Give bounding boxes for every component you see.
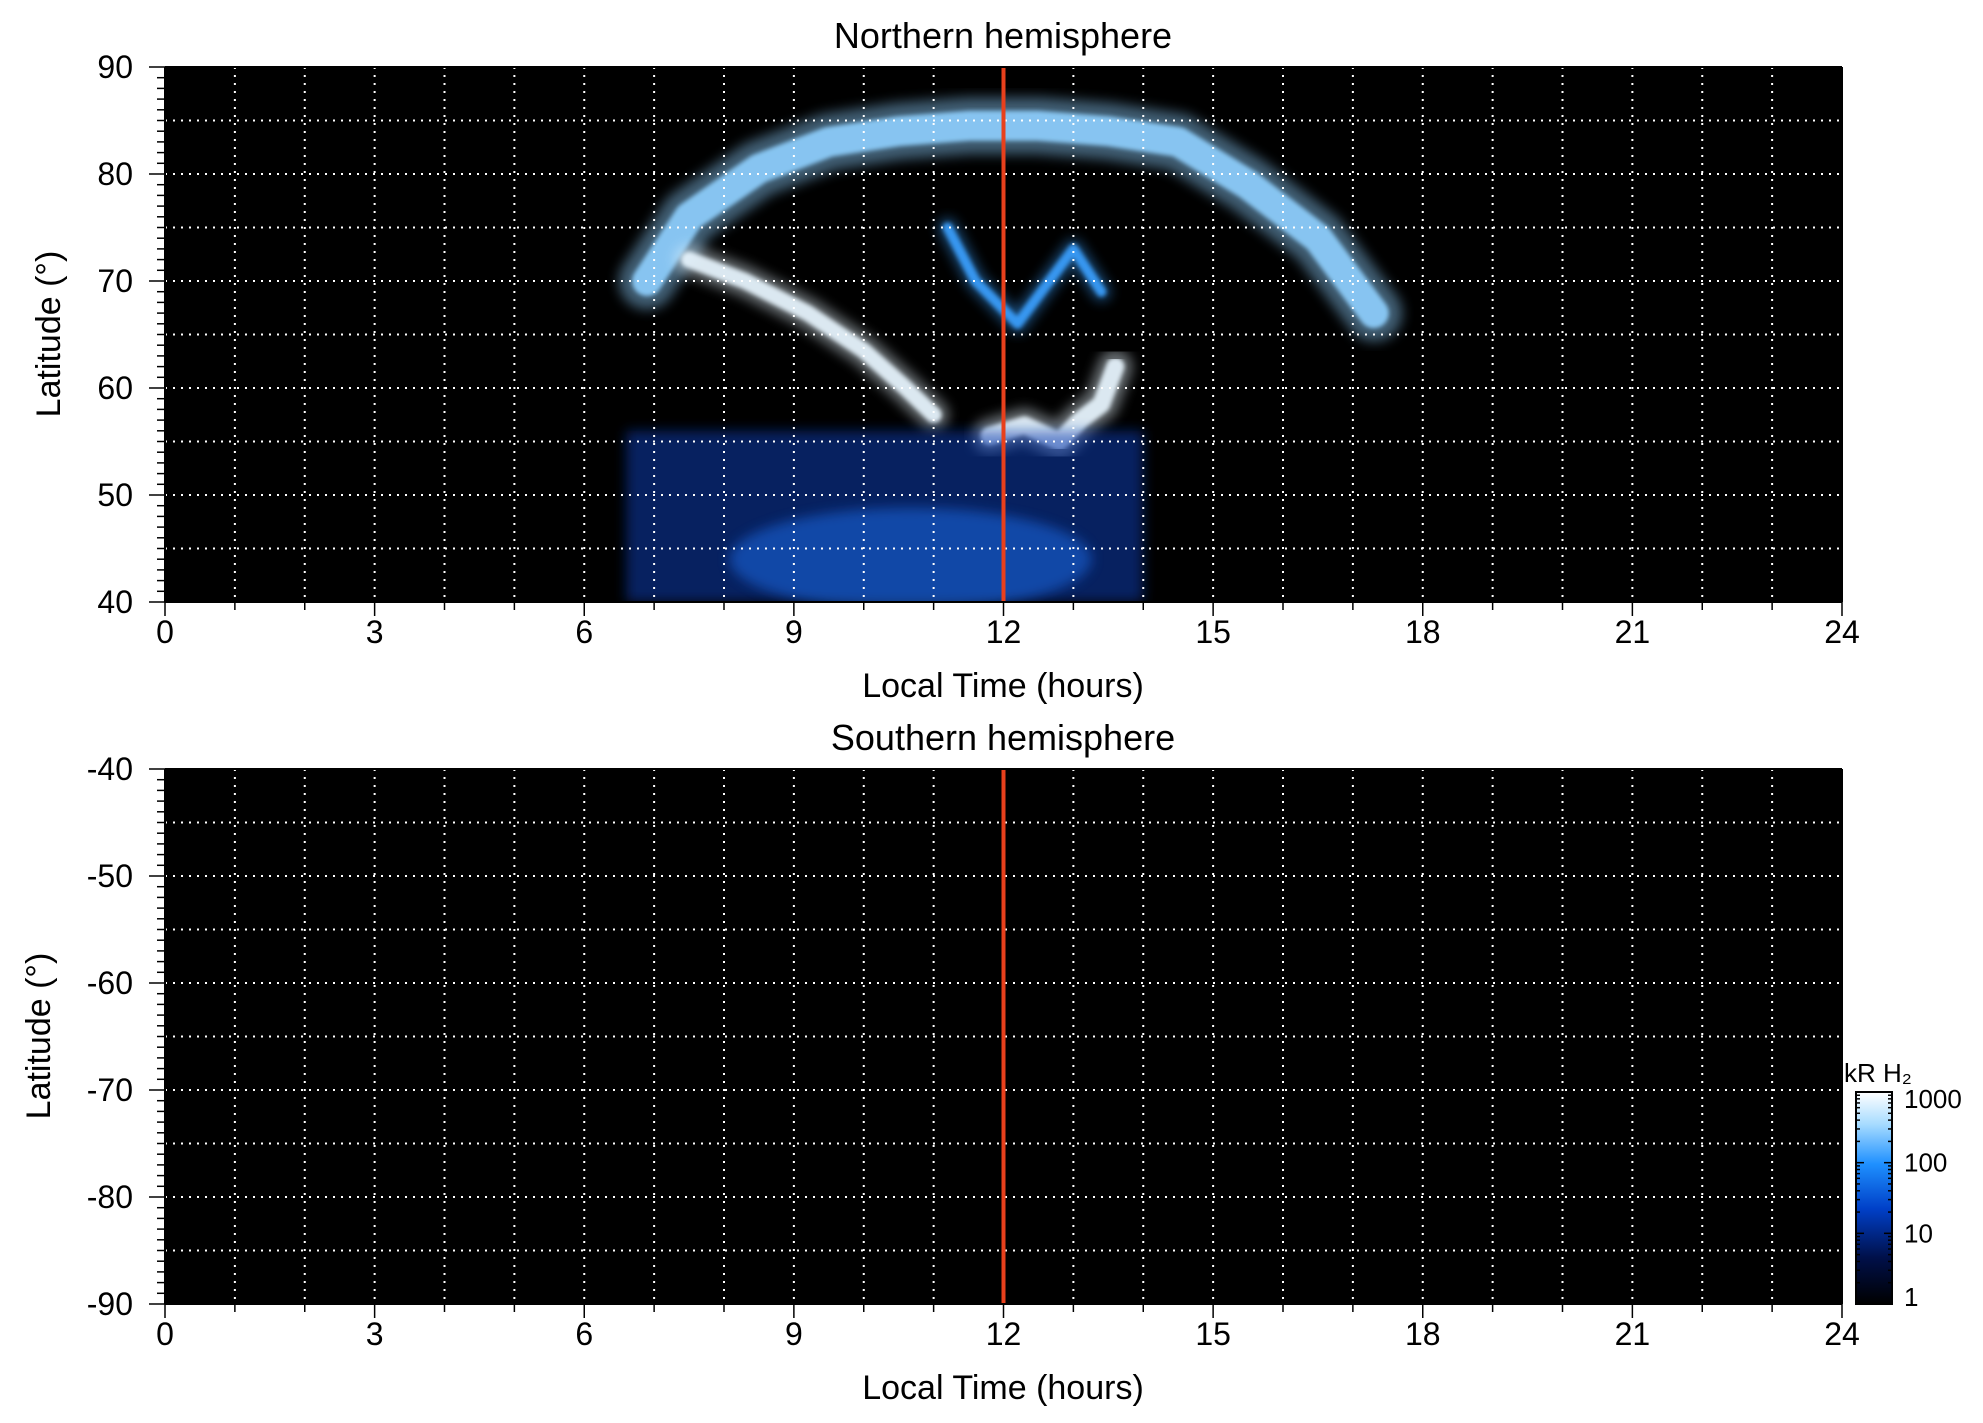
y-tick-label: -80: [87, 1179, 133, 1215]
x-tick-label: 18: [1405, 1316, 1441, 1352]
x-tick-label: 3: [366, 1316, 384, 1352]
x-tick-label: 24: [1824, 614, 1860, 650]
x-tick-label: 9: [785, 1316, 803, 1352]
emission-region: [729, 507, 1092, 602]
colorbar-tick-label: 1000: [1904, 1084, 1962, 1114]
y-tick-label: 60: [97, 370, 133, 406]
x-tick-label: 15: [1195, 614, 1231, 650]
x-tick-label: 21: [1615, 614, 1651, 650]
panel-title: Southern hemisphere: [831, 717, 1175, 758]
y-tick-label: -60: [87, 965, 133, 1001]
colorbar-label: kR H₂: [1844, 1058, 1912, 1088]
x-tick-label: 15: [1195, 1316, 1231, 1352]
x-tick-label: 12: [986, 1316, 1022, 1352]
y-axis-label: Latitude (°): [30, 251, 68, 418]
x-tick-label: 21: [1615, 1316, 1651, 1352]
y-tick-label: -50: [87, 858, 133, 894]
grid: [165, 67, 1842, 602]
panel-south: Southern hemisphere 0 3 6 9 12 15 18 21 24 -40 -50…: [20, 717, 1860, 1407]
x-tick-label: 24: [1824, 1316, 1860, 1352]
x-axis-label: Local Time (hours): [862, 1369, 1144, 1407]
colorbar-tick-label: 10: [1904, 1218, 1933, 1248]
colorbar-tick-label: 100: [1904, 1148, 1947, 1178]
grid: [165, 769, 1842, 1304]
emission-feature: [942, 222, 1107, 329]
x-tick-label: 18: [1405, 614, 1441, 650]
x-tick-label: 6: [575, 614, 593, 650]
emission-feature: [681, 251, 942, 423]
y-tick-label: 40: [97, 584, 133, 620]
y-tick-label: 70: [97, 263, 133, 299]
x-tick-label: 6: [575, 1316, 593, 1352]
y-tick-label: 80: [97, 156, 133, 192]
x-tick-label: 9: [785, 614, 803, 650]
y-tick-label: -70: [87, 1072, 133, 1108]
y-tick-label: -40: [87, 751, 133, 787]
colorbar-tick-label: 1: [1904, 1282, 1918, 1312]
x-tick-label: 0: [156, 1316, 174, 1352]
colorbar-ticks: 1 10 100 1000: [1856, 1084, 1962, 1312]
axes: 0 3 6 9 12 15 18 21 24 -40 -50 -60 -70 -80 -90: [87, 751, 1860, 1352]
panel-title: Northern hemisphere: [834, 15, 1172, 56]
x-tick-label: 3: [366, 614, 384, 650]
y-tick-label: -90: [87, 1286, 133, 1322]
axes: 0 3 6 9 12 15 18 21 24 40 50 60 70 80 90: [97, 49, 1859, 650]
y-tick-label: 50: [97, 477, 133, 513]
x-tick-label: 12: [986, 614, 1022, 650]
y-axis-label: Latitude (°): [20, 953, 58, 1120]
x-axis-label: Local Time (hours): [862, 667, 1144, 705]
y-tick-label: 90: [97, 49, 133, 85]
x-tick-label: 0: [156, 614, 174, 650]
colorbar: kR H₂ 1 10 100 1000: [1844, 1058, 1962, 1312]
panel-north: Northern hemisphere 0 3 6 9 12 15 18 21 24 40 50 60…: [30, 15, 1860, 705]
colorbar-gradient: [1855, 1091, 1893, 1305]
